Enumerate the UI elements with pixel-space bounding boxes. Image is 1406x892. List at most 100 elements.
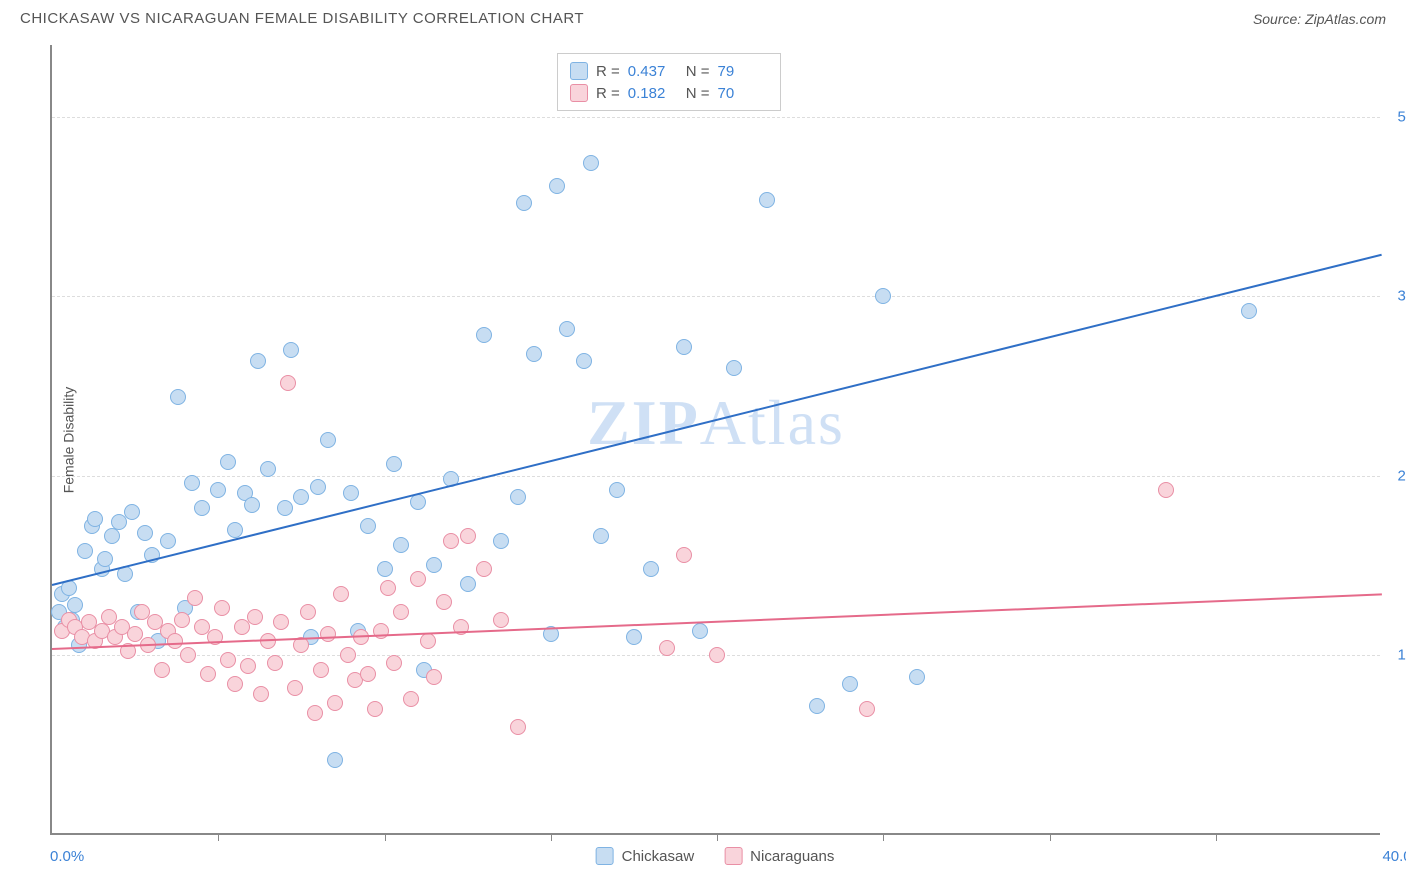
scatter-point — [1241, 303, 1257, 319]
scatter-point — [516, 195, 532, 211]
scatter-point — [875, 288, 891, 304]
scatter-point — [210, 482, 226, 498]
x-tick — [385, 833, 386, 841]
scatter-point — [726, 360, 742, 376]
stats-r-value: 0.182 — [628, 85, 678, 102]
scatter-point — [367, 701, 383, 717]
scatter-point — [220, 454, 236, 470]
stats-r-value: 0.437 — [628, 63, 678, 80]
scatter-point — [283, 342, 299, 358]
scatter-point — [320, 626, 336, 642]
scatter-point — [234, 619, 250, 635]
scatter-point — [200, 666, 216, 682]
scatter-point — [360, 518, 376, 534]
scatter-point — [167, 633, 183, 649]
scatter-point — [220, 652, 236, 668]
scatter-point — [709, 647, 725, 663]
scatter-point — [443, 533, 459, 549]
scatter-point — [247, 609, 263, 625]
scatter-point — [559, 321, 575, 337]
scatter-point — [320, 432, 336, 448]
scatter-point — [460, 528, 476, 544]
scatter-point — [260, 461, 276, 477]
scatter-point — [214, 600, 230, 616]
scatter-point — [300, 604, 316, 620]
scatter-point — [576, 353, 592, 369]
scatter-point — [97, 551, 113, 567]
scatter-point — [403, 691, 419, 707]
stats-r-label: R = — [596, 63, 620, 80]
scatter-point — [174, 612, 190, 628]
scatter-point — [510, 489, 526, 505]
scatter-point — [194, 500, 210, 516]
scatter-point — [386, 456, 402, 472]
scatter-point — [549, 178, 565, 194]
scatter-point — [583, 155, 599, 171]
scatter-point — [393, 604, 409, 620]
scatter-point — [227, 676, 243, 692]
scatter-point — [267, 655, 283, 671]
scatter-point — [327, 695, 343, 711]
scatter-point — [77, 543, 93, 559]
x-axis-min-label: 0.0% — [50, 848, 84, 865]
scatter-point — [327, 752, 343, 768]
x-tick — [551, 833, 552, 841]
scatter-point — [187, 590, 203, 606]
gridline — [52, 117, 1380, 118]
stats-n-label: N = — [686, 63, 710, 80]
scatter-point — [313, 662, 329, 678]
stats-row: R = 0.437 N = 79 — [570, 60, 768, 82]
scatter-point — [476, 561, 492, 577]
scatter-point — [287, 680, 303, 696]
legend-item-chickasaw: Chickasaw — [596, 847, 695, 865]
stats-swatch — [570, 62, 588, 80]
chart-container: Female Disability ZIPAtlas 12.5%25.0%37.… — [50, 45, 1380, 835]
gridline — [52, 296, 1380, 297]
legend-label: Chickasaw — [622, 848, 695, 865]
scatter-point — [420, 633, 436, 649]
scatter-point — [493, 533, 509, 549]
stats-n-label: N = — [686, 85, 710, 102]
scatter-point — [476, 327, 492, 343]
plot-area: ZIPAtlas 12.5%25.0%37.5%50.0%R =0.437N =… — [50, 45, 1380, 835]
scatter-point — [244, 497, 260, 513]
scatter-point — [410, 571, 426, 587]
stats-n-value: 70 — [718, 85, 768, 102]
scatter-point — [160, 533, 176, 549]
scatter-point — [842, 676, 858, 692]
y-tick-label: 50.0% — [1397, 108, 1406, 125]
x-tick — [883, 833, 884, 841]
y-tick-label: 12.5% — [1397, 647, 1406, 664]
x-tick — [218, 833, 219, 841]
chart-header: CHICKASAW VS NICARAGUAN FEMALE DISABILIT… — [0, 0, 1406, 35]
scatter-point — [659, 640, 675, 656]
scatter-point — [676, 339, 692, 355]
scatter-point — [426, 557, 442, 573]
scatter-point — [386, 655, 402, 671]
scatter-point — [493, 612, 509, 628]
scatter-point — [809, 698, 825, 714]
scatter-point — [460, 576, 476, 592]
legend: Chickasaw Nicaraguans — [596, 847, 835, 865]
scatter-point — [253, 686, 269, 702]
scatter-point — [759, 192, 775, 208]
scatter-point — [526, 346, 542, 362]
stats-row: R = 0.182 N = 70 — [570, 82, 768, 104]
stats-r-label: R = — [596, 85, 620, 102]
y-tick-label: 25.0% — [1397, 467, 1406, 484]
scatter-point — [859, 701, 875, 717]
scatter-point — [277, 500, 293, 516]
scatter-point — [393, 537, 409, 553]
x-tick — [1216, 833, 1217, 841]
scatter-point — [426, 669, 442, 685]
stats-box: R = 0.437 N = 79 R = 0.182 N = 70 — [557, 53, 781, 111]
scatter-point — [180, 647, 196, 663]
scatter-point — [307, 705, 323, 721]
scatter-point — [609, 482, 625, 498]
scatter-point — [87, 511, 103, 527]
scatter-point — [127, 626, 143, 642]
scatter-point — [154, 662, 170, 678]
scatter-point — [104, 528, 120, 544]
x-tick — [717, 833, 718, 841]
stats-n-value: 79 — [718, 63, 768, 80]
